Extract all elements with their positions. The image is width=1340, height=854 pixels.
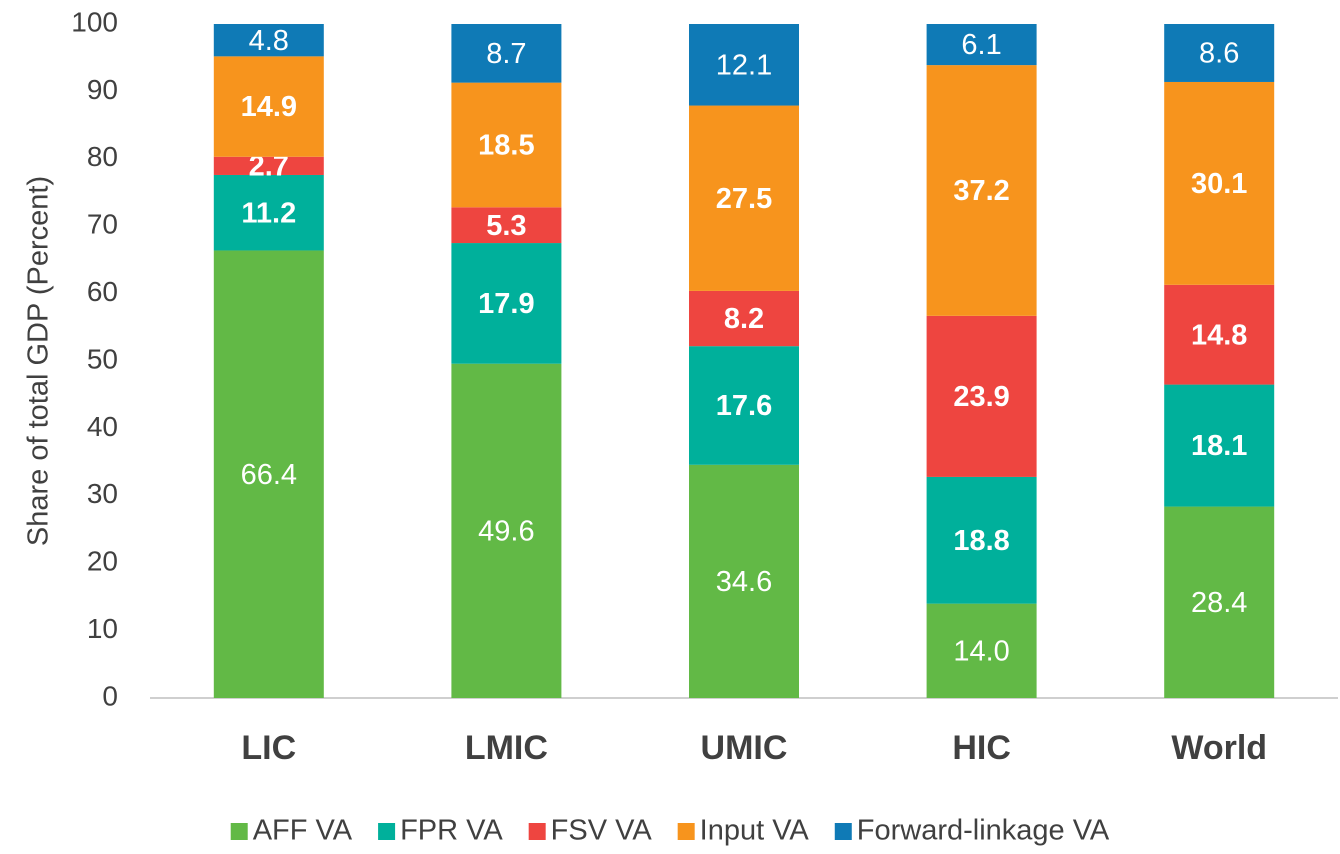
- x-tick-label: LMIC: [465, 729, 548, 767]
- bar-segment: [213, 56, 324, 157]
- data-label: 8.2: [724, 303, 764, 335]
- bar-segment: [689, 290, 799, 347]
- data-label: 11.2: [241, 197, 296, 229]
- data-label: 14.0: [953, 635, 1009, 667]
- bar-segment: [926, 65, 1037, 316]
- data-label: 8.6: [1199, 38, 1239, 70]
- bar-segment: [213, 24, 324, 57]
- legend-label: AFF VA: [253, 815, 353, 847]
- y-tick-label: 10: [87, 613, 118, 644]
- y-tick-label: 0: [102, 680, 118, 711]
- y-axis-label: Share of total GDP (Percent): [23, 176, 55, 546]
- bar-segment: [213, 156, 324, 175]
- x-tick-label: LIC: [241, 729, 296, 767]
- bar-segment: [689, 464, 799, 698]
- legend-label: Forward-linkage VA: [857, 815, 1110, 847]
- bar-segment: [1164, 24, 1275, 82]
- data-label: 6.1: [961, 29, 1001, 61]
- bar-segment: [451, 207, 562, 244]
- bar-segment: [451, 24, 562, 83]
- legend-swatch: [230, 823, 248, 840]
- bar-segment: [689, 24, 799, 106]
- data-label: 66.4: [241, 459, 297, 491]
- bar-segment: [1164, 506, 1275, 698]
- y-tick-label: 20: [87, 546, 118, 577]
- y-tick-label: 40: [87, 411, 118, 442]
- y-tick-label: 50: [87, 343, 118, 374]
- bar-segment: [926, 476, 1037, 604]
- x-tick-label: HIC: [952, 729, 1011, 767]
- bar-segment: [689, 346, 799, 465]
- data-label: 34.6: [716, 566, 772, 598]
- bar-segment: [1164, 384, 1275, 507]
- data-label: 5.3: [486, 210, 526, 242]
- y-tick-label: 60: [87, 276, 118, 307]
- legend-label: FPR VA: [400, 815, 503, 847]
- legend-swatch: [378, 823, 396, 840]
- data-label: 37.2: [953, 175, 1009, 207]
- bar-segment: [451, 363, 562, 698]
- bar-segment: [213, 174, 324, 251]
- data-label: 17.6: [716, 390, 772, 422]
- bar-segment: [213, 250, 324, 699]
- legend-swatch: [677, 823, 695, 840]
- data-label: 17.9: [478, 288, 534, 320]
- x-tick-label: UMIC: [701, 729, 788, 767]
- data-label: 23.9: [953, 381, 1009, 413]
- data-label: 12.1: [716, 49, 772, 81]
- bar-segment: [926, 24, 1037, 66]
- data-label: 8.7: [486, 38, 526, 70]
- legend-swatch: [528, 823, 546, 840]
- bar-segment: [1164, 81, 1275, 285]
- data-label: 14.8: [1191, 319, 1247, 351]
- y-tick-label: 90: [87, 74, 118, 105]
- bar-segment: [1164, 284, 1275, 385]
- data-label: 49.6: [478, 516, 534, 548]
- bar-segment: [451, 243, 562, 364]
- bar-segment: [926, 315, 1037, 477]
- data-label: 14.9: [241, 91, 297, 123]
- data-label: 4.8: [249, 25, 289, 57]
- legend-swatch: [834, 823, 852, 840]
- legend-label: FSV VA: [551, 815, 653, 847]
- data-label: 27.5: [716, 183, 772, 215]
- y-tick-label: 80: [87, 141, 118, 172]
- x-tick-label: World: [1171, 729, 1267, 767]
- bar-segment: [689, 105, 799, 291]
- bar-segment: [926, 603, 1037, 698]
- y-tick-label: 30: [87, 478, 118, 509]
- data-label: 18.5: [478, 130, 534, 162]
- bar-segment: [451, 82, 562, 208]
- data-label: 18.1: [1191, 430, 1247, 462]
- data-label: 18.8: [953, 525, 1009, 557]
- data-label: 30.1: [1191, 168, 1247, 200]
- y-tick-label: 100: [71, 6, 118, 37]
- legend-label: Input VA: [700, 815, 810, 847]
- data-label: 28.4: [1191, 587, 1247, 619]
- y-tick-label: 70: [87, 209, 118, 240]
